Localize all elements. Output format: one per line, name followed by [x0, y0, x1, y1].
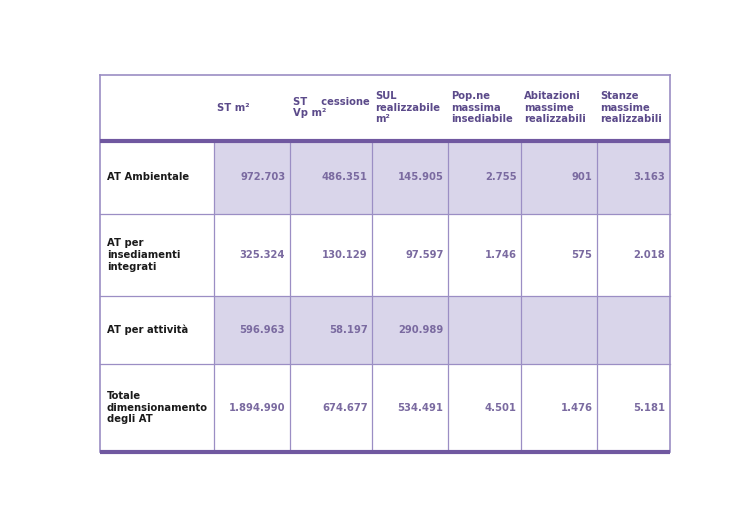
Text: ST m²: ST m²	[217, 103, 249, 113]
Text: 5.181: 5.181	[633, 403, 665, 413]
Bar	[372, 364, 448, 452]
Text: 4.501: 4.501	[484, 403, 517, 413]
Bar	[448, 296, 521, 364]
Bar	[290, 141, 372, 214]
Text: 1.476: 1.476	[560, 403, 593, 413]
Bar	[372, 141, 448, 214]
Text: ST    cessione
Vp m²: ST cessione Vp m²	[293, 97, 369, 118]
Text: 290.989: 290.989	[398, 325, 444, 335]
Bar	[597, 364, 670, 452]
Bar	[214, 214, 290, 296]
Text: 2.018: 2.018	[634, 250, 665, 260]
Text: 58.197: 58.197	[329, 325, 367, 335]
Bar	[100, 364, 214, 452]
Bar	[290, 296, 372, 364]
Text: 1.894.990: 1.894.990	[228, 403, 285, 413]
Text: Stanze
massime
realizzabili: Stanze massime realizzabili	[600, 91, 662, 124]
Text: 325.324: 325.324	[240, 250, 285, 260]
Text: 2.755: 2.755	[485, 172, 517, 182]
Text: 575: 575	[572, 250, 593, 260]
Text: 901: 901	[572, 172, 593, 182]
Bar	[290, 214, 372, 296]
Bar	[521, 214, 597, 296]
Text: AT per
insediamenti
integrati: AT per insediamenti integrati	[107, 238, 180, 271]
Bar	[372, 214, 448, 296]
Text: 1.746: 1.746	[484, 250, 517, 260]
Text: 534.491: 534.491	[397, 403, 444, 413]
Text: SUL
realizzabile
m²: SUL realizzabile m²	[375, 91, 440, 124]
Text: 3.163: 3.163	[634, 172, 665, 182]
Bar	[521, 141, 597, 214]
Text: 97.597: 97.597	[406, 250, 444, 260]
Bar	[100, 141, 214, 214]
Bar	[521, 364, 597, 452]
Text: 972.703: 972.703	[240, 172, 285, 182]
Bar	[100, 296, 214, 364]
Bar	[100, 75, 670, 141]
Bar	[448, 141, 521, 214]
Bar	[372, 296, 448, 364]
Text: AT per attività: AT per attività	[107, 325, 188, 335]
Bar	[214, 141, 290, 214]
Text: Abitazioni
massime
realizzabili: Abitazioni massime realizzabili	[524, 91, 586, 124]
Bar	[100, 214, 214, 296]
Text: 674.677: 674.677	[322, 403, 367, 413]
Text: Totale
dimensionamento
degli AT: Totale dimensionamento degli AT	[107, 391, 208, 424]
Bar	[448, 364, 521, 452]
Bar	[521, 296, 597, 364]
Text: 596.963: 596.963	[240, 325, 285, 335]
Text: Pop.ne
massima
insediabile: Pop.ne massima insediabile	[451, 91, 513, 124]
Bar	[214, 296, 290, 364]
Text: 130.129: 130.129	[322, 250, 367, 260]
Bar	[214, 364, 290, 452]
Bar	[597, 214, 670, 296]
Text: AT Ambientale: AT Ambientale	[107, 172, 189, 182]
Text: 486.351: 486.351	[321, 172, 367, 182]
Bar	[290, 364, 372, 452]
Text: 145.905: 145.905	[398, 172, 444, 182]
Bar	[597, 296, 670, 364]
Bar	[597, 141, 670, 214]
Bar	[448, 214, 521, 296]
